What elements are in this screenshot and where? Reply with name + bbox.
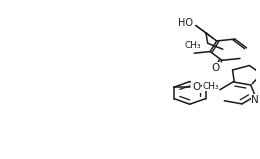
Text: CH₃: CH₃: [185, 41, 201, 50]
Text: CH₃: CH₃: [202, 82, 219, 91]
Text: O: O: [212, 63, 220, 73]
Text: O: O: [192, 82, 200, 92]
Text: N: N: [251, 94, 259, 104]
Text: HO: HO: [178, 18, 193, 28]
